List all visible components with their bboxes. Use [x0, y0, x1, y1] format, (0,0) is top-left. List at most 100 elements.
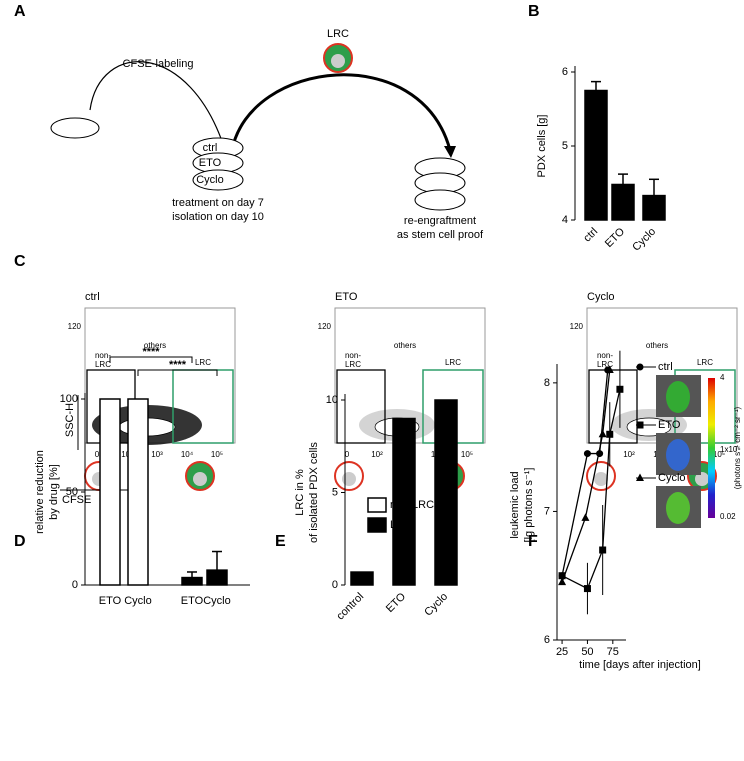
- legend-label: ctrl: [658, 361, 673, 373]
- bar: [206, 569, 228, 586]
- legend-label: ETO: [658, 419, 681, 431]
- marker: [616, 385, 624, 393]
- x-tick-label: 10⁵: [461, 450, 473, 459]
- y-tick-label: 6: [562, 66, 568, 78]
- marker: [599, 546, 607, 554]
- plot-title: ETO: [335, 291, 358, 303]
- x-tick-label: 10²: [371, 450, 383, 459]
- legend-marker: [636, 363, 644, 371]
- y-tick-label: 4: [562, 214, 568, 226]
- x-tick-label: 25: [556, 646, 568, 658]
- legend-swatch: [367, 497, 387, 513]
- bar: [181, 576, 203, 586]
- axis-label: CFSE: [62, 494, 91, 506]
- nucleus: [193, 472, 207, 486]
- x-axis-label: time [days after injection]: [579, 659, 701, 671]
- gate-label: LRC: [597, 360, 613, 369]
- y-tick-label: 100: [60, 393, 78, 405]
- x-tick-label: 10⁴: [181, 450, 194, 459]
- x-tick-label: Cyclo: [630, 226, 658, 254]
- gate-label: others: [646, 341, 668, 350]
- marker: [583, 585, 591, 593]
- y-tick-label: 6: [544, 634, 550, 646]
- label: Cyclo: [196, 174, 224, 186]
- bli-signal: [666, 439, 690, 471]
- gate-label: LRC: [345, 360, 361, 369]
- x-tick-label: ETO: [99, 595, 122, 607]
- marker: [605, 365, 614, 373]
- marker: [598, 429, 607, 438]
- plot-title: Cyclo: [587, 291, 615, 303]
- line: [561, 369, 609, 576]
- bar: [350, 571, 374, 586]
- gate-label: LRC: [697, 358, 713, 367]
- x-tick-label: 10³: [151, 450, 163, 459]
- line: [561, 369, 611, 583]
- gate-label: LRC: [195, 358, 211, 367]
- marker: [558, 577, 567, 586]
- bar: [392, 417, 416, 586]
- label: isolation on day 10: [172, 211, 264, 223]
- y-tick-label: 10: [326, 394, 338, 406]
- y-axis-label: leukemic load: [509, 471, 521, 538]
- annotation: ****: [169, 359, 187, 371]
- legend-marker: [636, 421, 644, 429]
- nucleus: [594, 472, 608, 486]
- gate-label: non-: [597, 351, 613, 360]
- y-tick-label: 0: [72, 579, 78, 591]
- y-tick-label: 5: [332, 486, 338, 498]
- panel-letter: C: [14, 253, 26, 270]
- gate-label: others: [144, 341, 166, 350]
- gate-label: LRC: [445, 358, 461, 367]
- x-tick-label: 10²: [121, 450, 133, 459]
- bli-signal: [666, 492, 690, 524]
- colorbar-unit: (photons s⁻¹ cm⁻² sr⁻¹): [733, 406, 742, 489]
- colorbar: [708, 378, 715, 518]
- gate-non-lrc: [336, 369, 386, 444]
- label: ctrl: [203, 142, 218, 154]
- y-tick-label: 0: [332, 579, 338, 591]
- y-tick-label: 50: [66, 486, 78, 498]
- y-tick-label: 120: [318, 322, 332, 331]
- label: LRC: [327, 28, 349, 40]
- y-axis-label: of isolated PDX cells: [308, 442, 320, 543]
- y-axis-label: [lg photons s⁻¹]: [523, 468, 535, 543]
- x-tick-label: ETO: [603, 225, 628, 250]
- marker: [583, 450, 591, 458]
- annotation: ****: [142, 346, 160, 358]
- label: treatment on day 7: [172, 197, 264, 209]
- significance-bracket: [109, 356, 193, 363]
- y-tick-label: 7: [544, 505, 550, 517]
- panel-letter: A: [14, 3, 26, 20]
- x-tick-label: ctrl: [581, 226, 600, 245]
- nucleus: [695, 472, 709, 486]
- colorbar-label: 0.02: [720, 512, 736, 521]
- axis-label: SSC-H: [64, 403, 76, 437]
- x-tick-label: ETO: [181, 595, 204, 607]
- bar: [434, 399, 458, 586]
- x-tick-label: control: [334, 591, 366, 623]
- bar: [99, 398, 121, 586]
- bli-signal: [666, 381, 690, 413]
- gate-non-lrc: [588, 369, 638, 444]
- y-axis-label: relative reduction: [34, 450, 46, 534]
- mice: [50, 117, 466, 211]
- arrow: [89, 61, 226, 151]
- legend-swatch: [367, 517, 387, 533]
- nucleus: [331, 54, 345, 68]
- bar: [611, 183, 635, 221]
- x-tick-label: 75: [607, 646, 619, 658]
- y-tick-label: 8: [544, 377, 550, 389]
- y-axis-label: PDX cells [g]: [536, 115, 548, 178]
- x-tick-label: 10⁵: [713, 450, 725, 459]
- bar: [127, 398, 149, 586]
- gate-label: non-: [345, 351, 361, 360]
- label: CFSE-labeling: [123, 58, 194, 70]
- y-tick-label: 120: [68, 322, 82, 331]
- panel-letter: E: [275, 533, 286, 550]
- label: as stem cell proof: [397, 229, 484, 241]
- x-tick-label: 0: [345, 450, 350, 459]
- bar: [584, 89, 608, 221]
- x-tick-label: Cyclo: [422, 591, 450, 619]
